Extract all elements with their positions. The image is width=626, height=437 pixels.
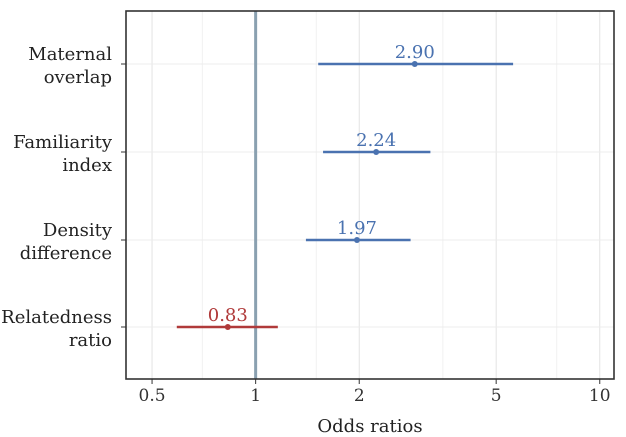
- y-tick-label-line: Maternal: [28, 44, 112, 65]
- y-tick-label: Density difference: [20, 220, 113, 264]
- marks-layer: 2.90 2.24 1.97 0.83: [176, 42, 514, 330]
- estimate-label: 2.24: [356, 130, 396, 151]
- y-tick-label-line: Familiarity: [13, 132, 113, 153]
- y-tick-label: Relatedness ratio: [1, 307, 112, 351]
- grid-layer: [126, 11, 614, 379]
- y-tick-label-line: index: [62, 155, 112, 176]
- x-tick-label: 0.5: [139, 386, 166, 406]
- y-axis: Maternal overlap Familiarity index Density di…: [1, 44, 126, 351]
- y-tick-label-line: difference: [20, 243, 112, 264]
- y-tick-label-line: overlap: [44, 67, 112, 88]
- x-tick-label: 1: [250, 386, 261, 406]
- y-tick-label-line: Relatedness: [1, 307, 112, 328]
- point-estimate: [224, 324, 231, 330]
- point-estimate: [353, 237, 360, 243]
- x-axis: 0.5 1 2 5 10: [139, 379, 611, 406]
- x-tick-label: 10: [589, 386, 611, 406]
- y-tick-label: Maternal overlap: [28, 44, 112, 88]
- x-tick-label: 2: [354, 386, 365, 406]
- estimate-label: 0.83: [208, 305, 248, 326]
- y-tick-label-line: ratio: [69, 330, 112, 351]
- y-tick-label: Familiarity index: [13, 132, 113, 176]
- estimate-label: 2.90: [395, 42, 435, 63]
- point-estimate: [411, 61, 418, 67]
- estimate-label: 1.97: [337, 218, 377, 239]
- plot-frame: [125, 10, 615, 380]
- y-tick-label-line: Density: [43, 220, 113, 241]
- point-estimate: [373, 149, 380, 155]
- x-tick-label: 5: [491, 386, 502, 406]
- x-axis-title: Odds ratios: [317, 416, 422, 437]
